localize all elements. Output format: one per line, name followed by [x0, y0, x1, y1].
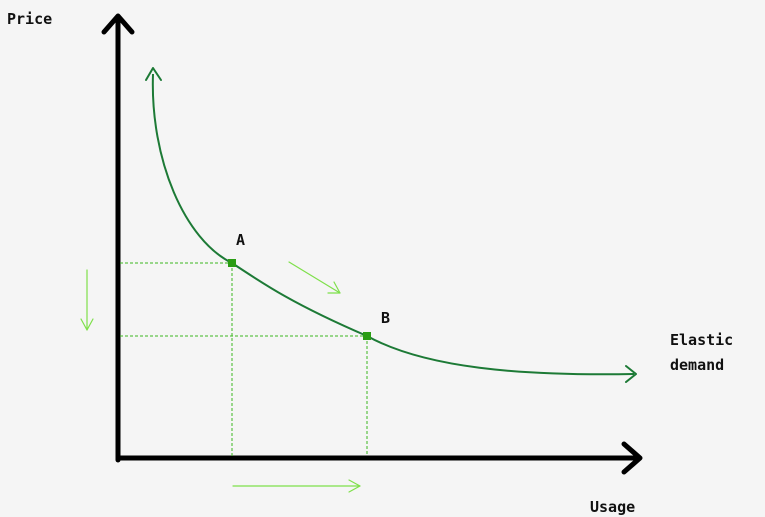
guide-lines — [120, 262, 368, 456]
curve-right-arrowhead — [625, 365, 637, 383]
point-b-label: B — [381, 309, 390, 327]
curve-label-line1: Elastic — [670, 331, 733, 349]
point-a-marker — [228, 259, 236, 267]
labels: Price Usage A B Elastic demand — [7, 10, 733, 516]
movement-arrows — [80, 261, 361, 493]
points — [228, 259, 371, 340]
axes — [101, 13, 643, 475]
x-axis-arrowhead — [621, 441, 643, 475]
price-decrease-arrow — [80, 269, 94, 331]
x-axis-label: Usage — [590, 498, 635, 516]
demand-curve — [145, 67, 637, 383]
along-curve-arrow — [288, 261, 341, 294]
curve-label-line2: demand — [670, 356, 724, 374]
point-b-marker — [363, 332, 371, 340]
usage-increase-arrow — [232, 479, 361, 493]
curve-top-arrowhead — [145, 67, 162, 81]
demand-curve-line — [151, 73, 635, 376]
y-axis-arrowhead — [101, 13, 135, 35]
y-axis-label: Price — [7, 10, 52, 28]
point-a-label: A — [236, 231, 245, 249]
